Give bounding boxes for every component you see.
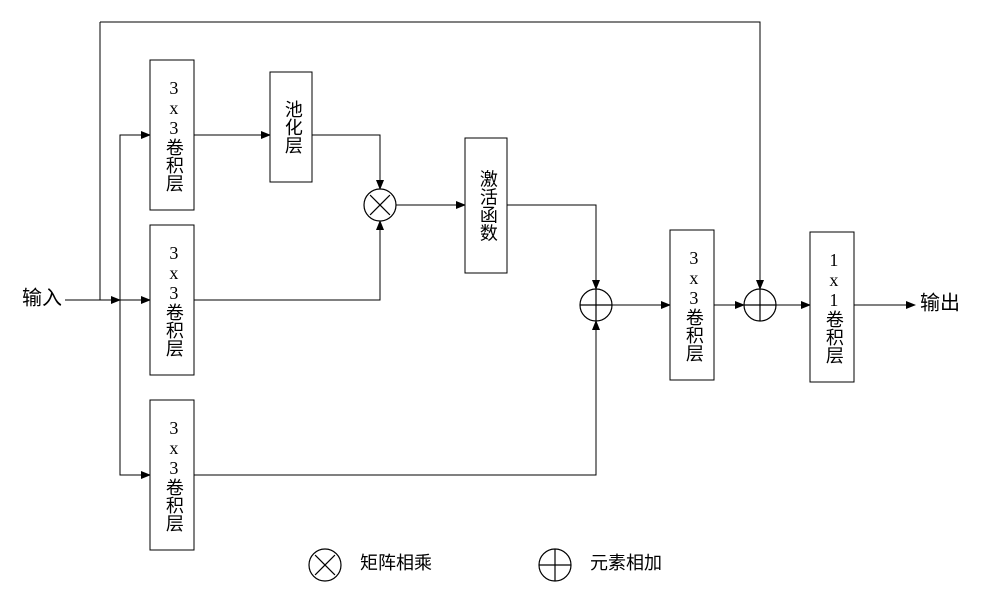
edge-outer_top-add2 [100, 22, 760, 289]
conv3x3-top-box-label: 3x3卷积层 [164, 78, 184, 192]
pool-box: 池化层 [270, 72, 312, 182]
conv1x1-box-label: 1x1卷积层 [824, 250, 844, 364]
flowchart-diagram: 3x3卷积层 3x3卷积层 3x3卷积层 池化层激活函数 3x3卷积层 1x1卷积层 输入 输… [0, 0, 1000, 602]
legend-multiply-label: 矩阵相乘 [360, 553, 432, 573]
conv3x3-bot-box: 3x3卷积层 [150, 400, 194, 550]
conv1x1-box: 1x1卷积层 [810, 232, 854, 382]
edge-branch-conv3x3_bot [120, 300, 150, 475]
legend-add-icon [539, 549, 571, 581]
pool-box-label: 池化层 [283, 100, 303, 154]
multiply-op [364, 189, 396, 221]
edge-conv3x3_mid-mul [194, 221, 380, 300]
output-label: 输出 [920, 292, 960, 315]
edge-activation-add1 [507, 205, 596, 289]
conv3x3-right-box: 3x3卷积层 [670, 230, 714, 380]
conv3x3-mid-box-label: 3x3卷积层 [164, 243, 184, 357]
conv3x3-top-box: 3x3卷积层 [150, 60, 194, 210]
activation-box-label: 激活函数 [478, 169, 498, 241]
input-label: 输入 [22, 287, 62, 310]
edge-pool-mul [312, 135, 380, 189]
legend-multiply-icon [309, 549, 341, 581]
add-op-2 [744, 289, 776, 321]
edge-branch-conv3x3_top [120, 135, 150, 300]
activation-box: 激活函数 [465, 138, 507, 273]
legend-add-label: 元素相加 [590, 553, 662, 573]
add-op-1 [580, 289, 612, 321]
conv3x3-mid-box: 3x3卷积层 [150, 225, 194, 375]
conv3x3-bot-box-label: 3x3卷积层 [164, 418, 184, 532]
conv3x3-right-box-label: 3x3卷积层 [684, 248, 704, 362]
edge-conv3x3_bot-add1 [194, 321, 596, 475]
